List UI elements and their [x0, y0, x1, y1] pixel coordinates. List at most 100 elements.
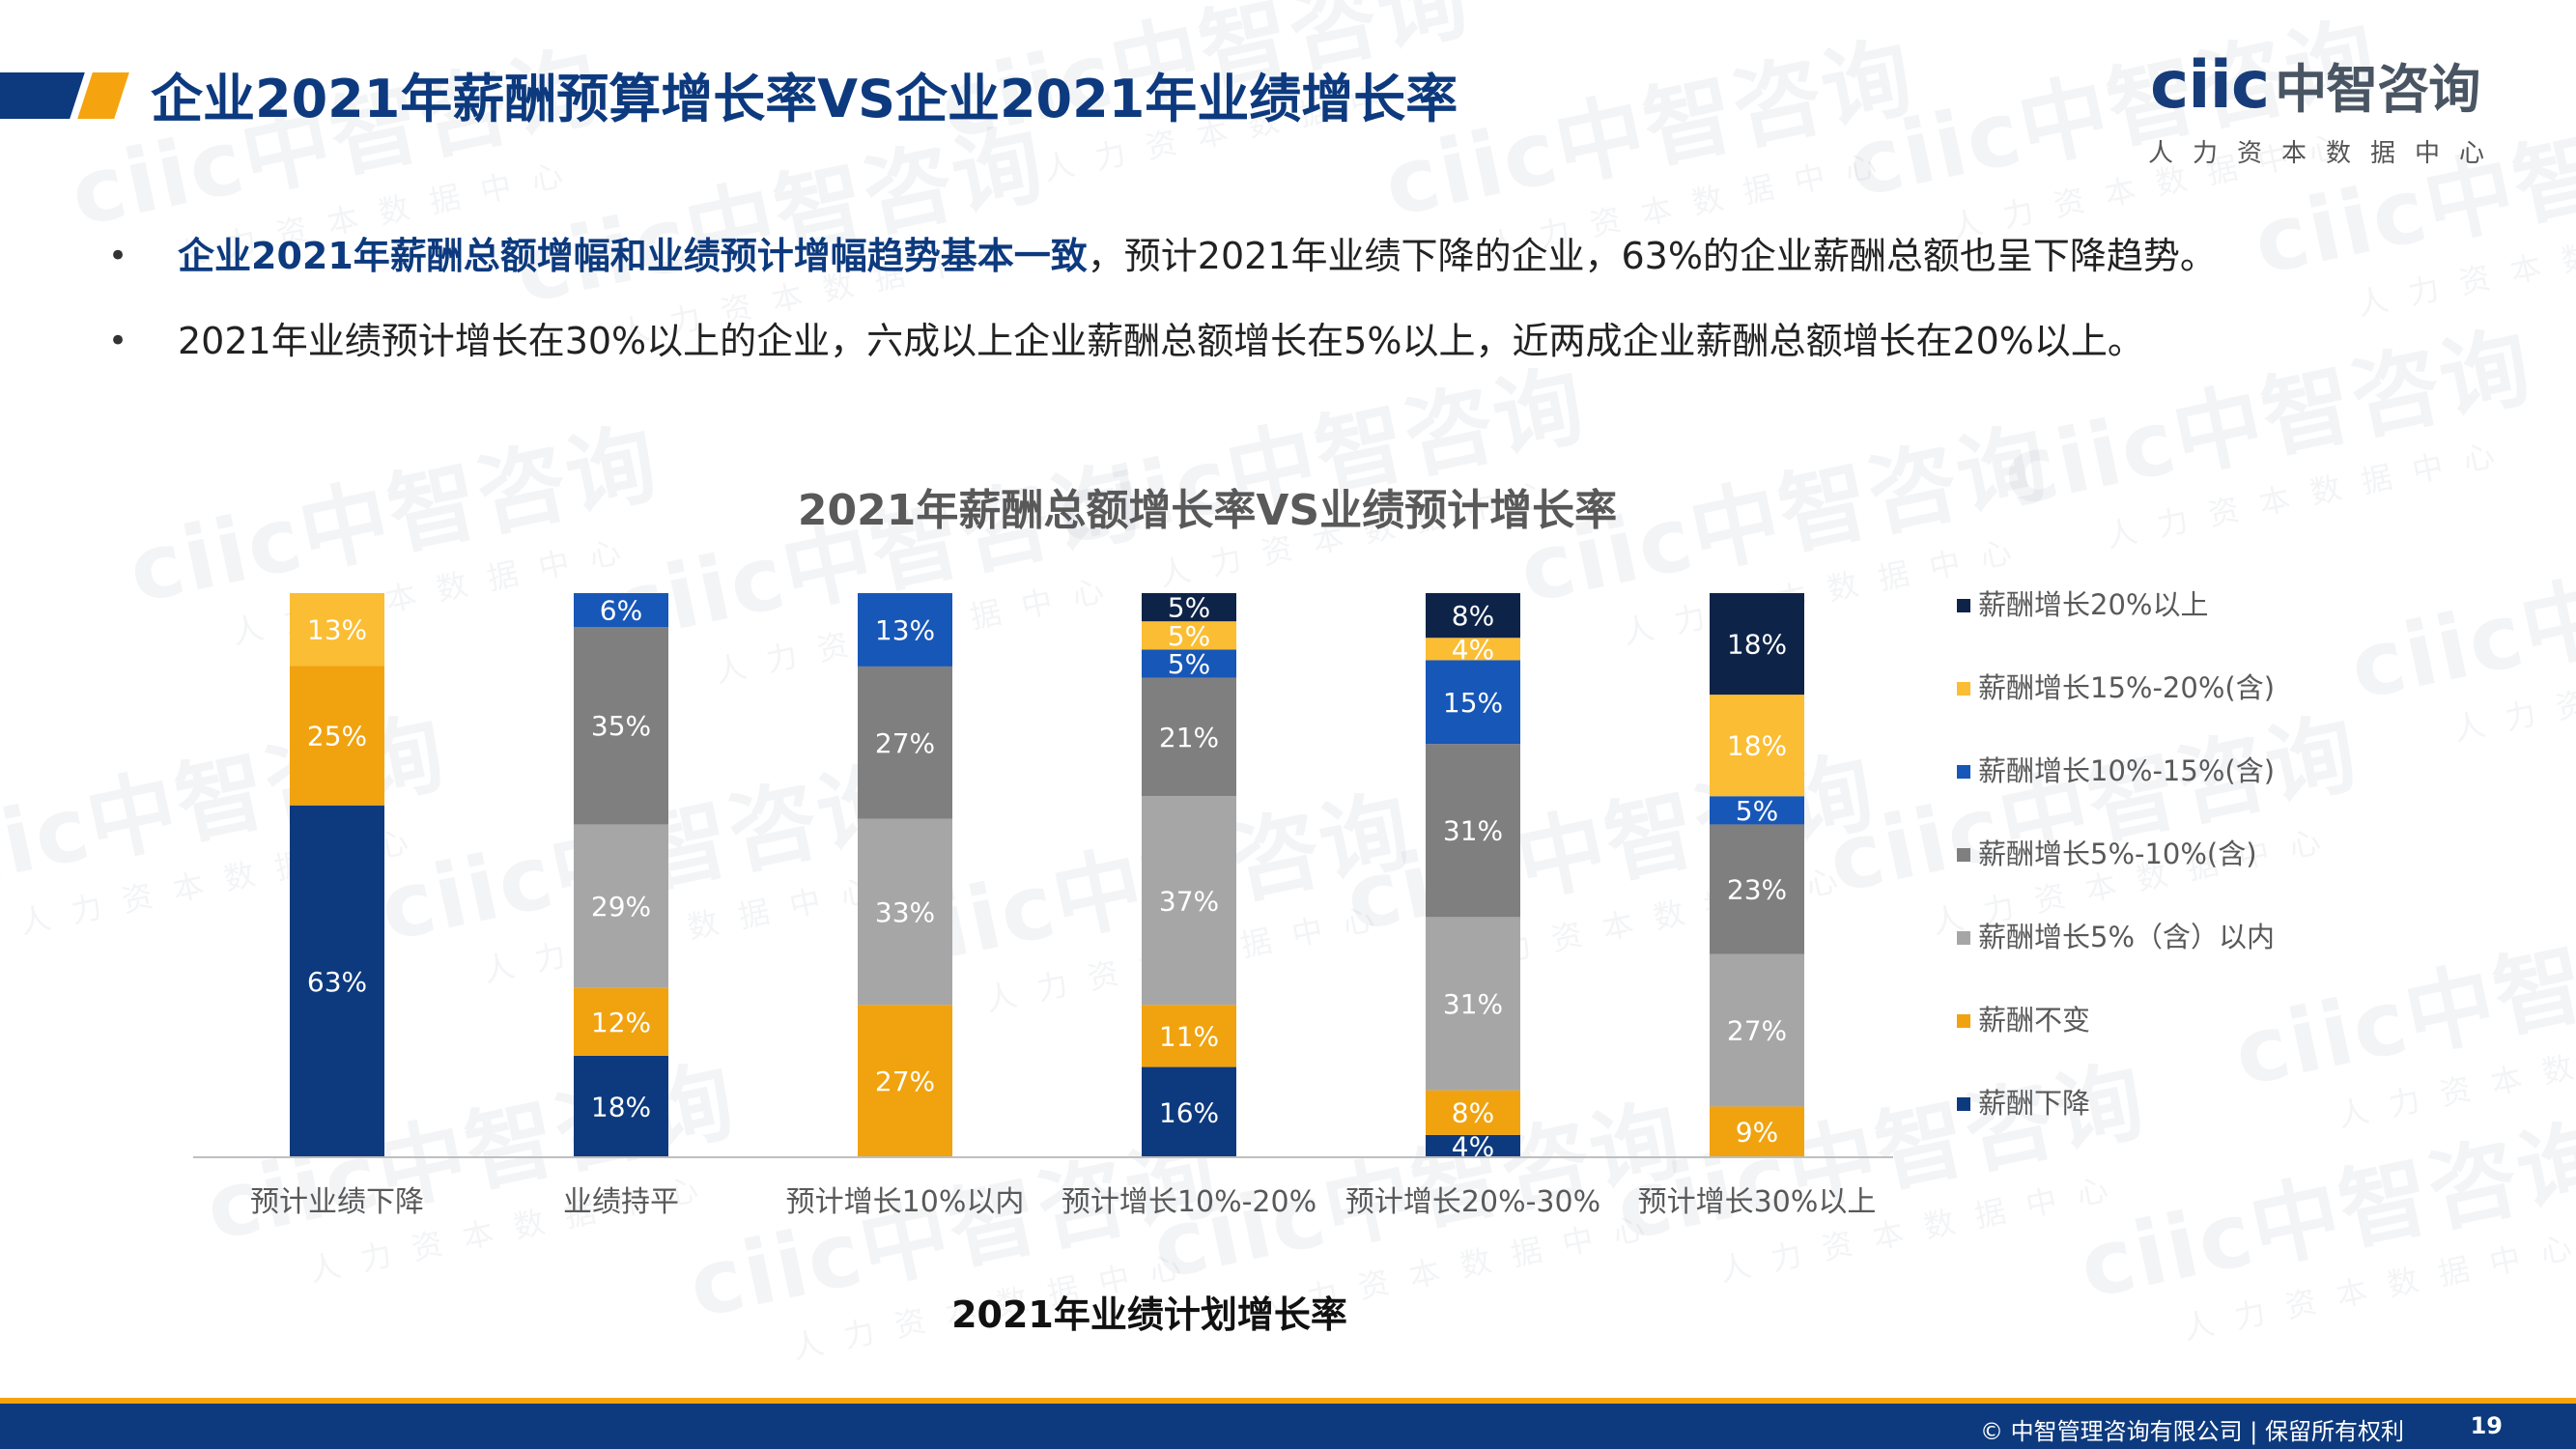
bar-data-label: 27%: [875, 1065, 935, 1097]
x-tick-label: 业绩持平: [563, 1185, 679, 1219]
x-tick-label: 预计增长30%以上: [1638, 1185, 1877, 1219]
legend-label: 薪酬增长15%-20%(含): [1978, 671, 2275, 704]
x-tick-label: 预计增长20%-30%: [1345, 1185, 1600, 1219]
bar-data-label: 13%: [307, 614, 367, 646]
page-title: 企业2021年薪酬预算增长率VS企业2021年业绩增长率: [151, 69, 1458, 129]
bar-segment: [1426, 744, 1520, 918]
bar-segment: [1142, 796, 1236, 1006]
bullet-body: ，预计2021年业绩下降的企业，63%的企业薪酬总额也呈下降趋势。: [1087, 235, 2217, 277]
bullet-highlight: 企业2021年薪酬总额增幅和业绩预计增幅趋势基本一致: [178, 235, 1088, 277]
bar-data-label: 35%: [591, 710, 651, 742]
bar-data-label: 21%: [1159, 722, 1219, 753]
bar-segment: [858, 1005, 952, 1157]
summary-bullets: • 企业2021年薪酬总额增幅和业绩预计增幅趋势基本一致，预计2021年业绩下降…: [108, 232, 2475, 402]
bar-segment: [1710, 796, 1804, 825]
bar-segment: [1142, 649, 1236, 678]
bar-segment: [1710, 953, 1804, 1107]
legend-label: 薪酬增长20%以上: [1978, 588, 2208, 621]
legend-swatch: [1957, 599, 1970, 612]
bullet-body: 2021年业绩预计增长在30%以上的企业，六成以上企业薪酬总额增长在5%以上，近…: [178, 320, 2144, 362]
bar-data-label: 5%: [1736, 795, 1778, 827]
bar-data-label: 33%: [875, 896, 935, 928]
legend-label: 薪酬增长5%（含）以内: [1978, 921, 2275, 953]
bullet-dot: •: [108, 237, 128, 275]
bullet-dot: •: [108, 322, 128, 360]
bar-data-label: 12%: [591, 1007, 651, 1038]
bar-segment: [290, 666, 384, 806]
bar-segment: [1142, 677, 1236, 797]
bar-segment: [1426, 638, 1520, 661]
bar-data-label: 6%: [600, 595, 642, 627]
x-axis-title: 2021年业绩计划增长率: [951, 1293, 1347, 1336]
bar-segment: [574, 987, 668, 1056]
bar-data-label: 4%: [1452, 634, 1494, 666]
bar-segment: [1426, 660, 1520, 745]
bar-segment: [290, 805, 384, 1157]
bar-segment: [858, 818, 952, 1006]
x-tick-label: 预计业绩下降: [250, 1185, 424, 1219]
bar-data-label: 31%: [1443, 988, 1503, 1020]
logo-tagline: 人力资本数据中心: [2148, 139, 2505, 168]
page-number: 19: [2470, 1412, 2503, 1439]
bar-data-label: 9%: [1736, 1117, 1778, 1149]
bar-data-label: 18%: [1727, 629, 1787, 661]
legend-swatch: [1957, 1097, 1970, 1111]
bar-data-label: 8%: [1452, 600, 1494, 632]
bar-data-label: 31%: [1443, 815, 1503, 847]
bar-segment: [290, 593, 384, 667]
legend-label: 薪酬不变: [1978, 1004, 2090, 1037]
bullet-item: • 2021年业绩预计增长在30%以上的企业，六成以上企业薪酬总额增长在5%以上…: [108, 317, 2475, 402]
logo-main: ciic 中智咨询: [2150, 46, 2480, 124]
footer-accent-line: [0, 1398, 2576, 1404]
bar-segment: [1142, 1005, 1236, 1067]
logo-latin: ciic: [2150, 47, 2270, 124]
x-tick-label: 预计增长10%以内: [786, 1185, 1025, 1219]
bar-data-label: 18%: [591, 1091, 651, 1122]
bar-segment: [1710, 593, 1804, 696]
bar-segment: [1710, 1106, 1804, 1157]
bar-segment: [574, 824, 668, 988]
bar-segment: [1426, 917, 1520, 1091]
footer-copyright: © 中智管理咨询有限公司 | 保留所有权利: [1980, 1418, 2404, 1445]
bar-data-label: 16%: [1159, 1096, 1219, 1128]
bar-segment: [1710, 695, 1804, 797]
bar-data-label: 63%: [307, 966, 367, 998]
bar-data-label: 37%: [1159, 885, 1219, 917]
bar-data-label: 13%: [875, 614, 935, 646]
bar-segment: [1142, 1066, 1236, 1157]
bullet-item: • 企业2021年薪酬总额增幅和业绩预计增幅趋势基本一致，预计2021年业绩下降…: [108, 232, 2475, 317]
ciic-logo: ciic 中智咨询 人力资本数据中心: [2144, 46, 2484, 172]
bar-segment: [1142, 621, 1236, 650]
bar-data-label: 27%: [875, 727, 935, 759]
bar-segment: [1710, 824, 1804, 954]
legend-swatch: [1957, 1014, 1970, 1028]
legend-label: 薪酬增长5%-10%(含): [1978, 838, 2257, 870]
legend-swatch: [1957, 848, 1970, 862]
chart-title: 2021年薪酬总额增长率VS业绩预计增长率: [797, 486, 1618, 535]
bar-data-label: 11%: [1159, 1020, 1219, 1052]
x-tick-label: 预计增长10%-20%: [1062, 1185, 1316, 1219]
bar-segment: [574, 1055, 668, 1157]
bullet-text: 企业2021年薪酬总额增幅和业绩预计增幅趋势基本一致，预计2021年业绩下降的企…: [178, 232, 2217, 280]
bar-segment: [1426, 593, 1520, 639]
bar-data-label: 25%: [307, 720, 367, 752]
bar-data-label: 23%: [1727, 874, 1787, 906]
bar-data-label: 8%: [1452, 1097, 1494, 1129]
legend-swatch: [1957, 682, 1970, 696]
bar-segment: [858, 593, 952, 667]
legend-label: 薪酬下降: [1978, 1087, 2090, 1120]
legend-swatch: [1957, 931, 1970, 945]
bullet-text: 2021年业绩预计增长在30%以上的企业，六成以上企业薪酬总额增长在5%以上，近…: [178, 317, 2144, 365]
logo-zh: 中智咨询: [2275, 59, 2480, 120]
bar-data-label: 27%: [1727, 1015, 1787, 1047]
bar-segment: [574, 627, 668, 825]
bar-data-label: 15%: [1443, 687, 1503, 719]
bar-segment: [858, 666, 952, 819]
bar-segment: [1426, 1134, 1520, 1157]
bar-data-label: 5%: [1168, 620, 1210, 652]
bar-data-label: 5%: [1168, 648, 1210, 680]
bar-data-label: 29%: [591, 891, 651, 923]
bar-segment: [1142, 593, 1236, 622]
bar-segment: [1426, 1090, 1520, 1135]
